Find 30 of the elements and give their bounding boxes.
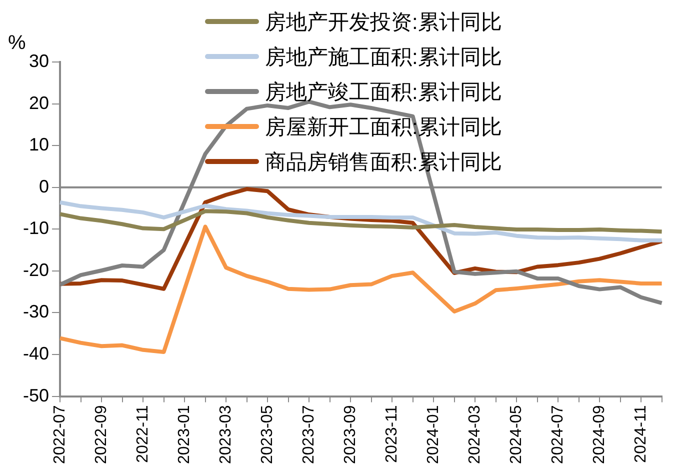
x-tick-label: 2024-07 (549, 405, 566, 464)
y-tick-label: -40 (23, 343, 50, 364)
x-tick-label: 2023-01 (176, 405, 193, 464)
y-tick-label: 20 (28, 92, 50, 113)
x-tick-label: 2024-03 (466, 405, 484, 464)
y-tick-label: -10 (23, 218, 50, 238)
y-tick-label: -50 (23, 385, 50, 406)
x-tick-label: 2024-01 (424, 405, 442, 464)
x-tick-label: 2024-09 (590, 405, 608, 464)
y-tick-label: -30 (23, 302, 50, 322)
x-tick-label: 2023-05 (258, 405, 276, 464)
legend-label: 房屋新开工面积:累计同比 (265, 114, 502, 140)
x-tick-label: 2023-03 (217, 405, 234, 464)
legend-label: 房地产竣工面积:累计同比 (265, 80, 502, 106)
y-axis-title: % (8, 32, 26, 55)
x-tick-label: 2024-11 (632, 405, 650, 463)
x-tick-label: 2023-09 (342, 405, 359, 464)
legend-label: 房地产施工面积:累计同比 (265, 44, 502, 70)
x-tick-label: 2022-07 (51, 405, 68, 464)
x-tick-label: 2022-09 (92, 405, 110, 464)
y-tick-label: 10 (28, 134, 50, 155)
y-tick-label: -20 (23, 260, 50, 280)
y-tick-label: 0 (39, 176, 50, 196)
legend-label: 房地产开发投资:累计同比 (265, 10, 502, 36)
legend-label: 商品房销售面积:累计同比 (265, 150, 502, 176)
x-tick-label: 2023-07 (300, 405, 318, 464)
x-tick-label: 2022-11 (134, 405, 152, 463)
x-tick-label: 2023-11 (383, 405, 400, 463)
x-tick-label: 2024-05 (508, 405, 525, 464)
y-tick-label: 30 (28, 50, 50, 71)
